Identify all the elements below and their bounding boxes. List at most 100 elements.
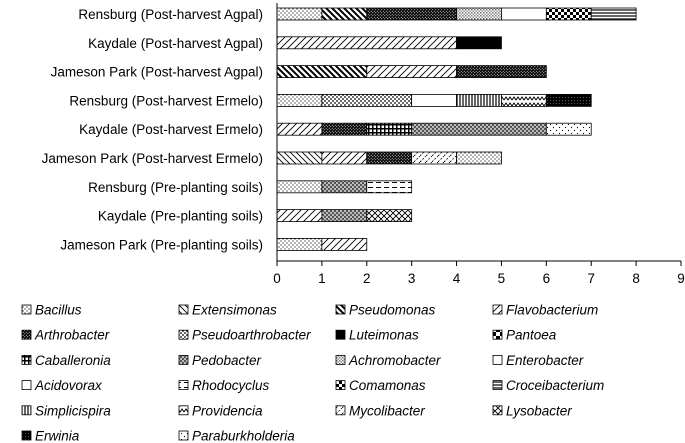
legend-label-providencia: Providencia [192,403,263,418]
bar-segment-flavobacterium [321,237,368,251]
category-label: Jameson Park (Post-harvest Ermelo) [42,151,263,166]
x-tick-label: 4 [453,271,461,286]
x-axis: 0 1 2 3 4 5 6 7 8 9 [273,3,685,286]
legend-label-extensimonas: Extensimonas [192,303,277,318]
legend-swatch-acidovorax [21,380,32,391]
legend-label-flavobacterium: Flavobacterium [506,303,598,318]
bar-segment-paraburkholderia [545,122,592,136]
legend-swatch-mycolibacter [335,405,346,416]
legend-label-enterobacter: Enterobacter [506,353,584,368]
bar-segment-pedobacter [411,122,547,136]
legend: Bacillus Extensimonas Pseudomonas Flavobact… [21,303,604,443]
legend-swatch-arthrobacter [21,329,32,340]
legend-swatch-croceibacterium [492,380,503,391]
bar-segment-bacillus [276,7,323,21]
legend-swatch-flavobacterium [492,304,503,315]
legend-label-pedobacter: Pedobacter [192,353,262,368]
bar-segment-flavobacterium [276,209,323,223]
legend-swatch-pseudomonas [335,304,346,315]
x-tick-label: 5 [498,271,506,286]
legend-swatch-comamonas [335,380,346,391]
bar-segment-achromobacter [456,7,502,21]
legend-swatch-paraburkholderia [178,430,189,441]
bars-layer [276,7,637,251]
legend-label-bacillus: Bacillus [35,303,82,318]
bar-segment-providencia [501,94,547,107]
bar-segment-flavobacterium [276,122,323,136]
bar-segment-arthrobacter [456,65,547,78]
bar-segment-comamonas [545,7,592,21]
bar-segment-pedobacter [321,209,368,223]
legend-label-comamonas: Comamonas [349,378,426,393]
legend-label-rhodocyclus: Rhodocyclus [192,378,270,393]
x-tick-label: 8 [632,271,640,286]
bar-segment-arthrobacter [321,122,368,136]
legend-label-lysobacter: Lysobacter [506,403,572,418]
legend-label-pseudomonas: Pseudomonas [349,303,436,318]
legend-label-luteimonas: Luteimonas [349,328,419,343]
category-labels: Rensburg (Post-harvest Agpal) Kaydale (Po… [42,7,263,252]
x-tick-label: 6 [543,271,551,286]
legend-label-erwinia: Erwinia [35,429,80,443]
legend-label-pseudoarthrobacter: Pseudoarthrobacter [192,328,311,343]
bar-segment-bacillus [276,237,323,251]
bar-segment-mycolibacter [411,151,457,165]
bar-segment-pedobacter [321,180,368,194]
x-tick-label: 9 [677,271,685,286]
x-tick-label: 3 [408,271,416,286]
legend-label-arthrobacter: Arthrobacter [34,328,110,343]
category-label: Rensburg (Pre-planting soils) [88,180,263,195]
x-tick-label: 1 [318,271,326,286]
bar-segment-luteimonas [456,36,502,50]
category-label: Jameson Park (Pre-planting soils) [60,237,263,252]
legend-swatch-providencia [178,405,189,416]
legend-label-croceibacterium: Croceibacterium [506,378,604,393]
bar-segment-simplicispira [456,94,502,107]
bar-segment-pseudoarthrobacter [321,94,413,107]
bar-segment-arthrobacter [366,151,413,165]
legend-swatch-luteimonas [335,329,346,340]
legend-label-simplicispira: Simplicispira [35,403,111,418]
category-label: Kaydale (Post-harvest Ermelo) [79,122,263,137]
bar-segment-caballeronia [366,122,413,136]
x-tick-label: 7 [587,271,595,286]
x-tick-label: 2 [363,271,371,286]
legend-label-mycolibacter: Mycolibacter [349,403,425,418]
category-label: Rensburg (Post-harvest Ermelo) [69,93,263,108]
legend-swatch-rhodocyclus [178,380,189,391]
legend-swatch-bacillus [21,304,32,315]
bar-segment-bacillus [276,180,323,194]
bar-segment-pseudomonas [321,7,368,21]
legend-swatch-erwinia [21,430,32,441]
legend-label-caballeronia: Caballeronia [35,353,111,368]
bar-segment-bacillus [276,94,323,107]
bar-segment-bacillus [456,151,502,165]
legend-swatch-pedobacter [178,354,189,365]
legend-swatch-pantoea [492,329,503,340]
legend-swatch-pseudoarthrobacter [178,329,189,340]
legend-swatch-simplicispira [21,405,32,416]
bar-segment-flavobacterium [276,36,457,50]
category-label: Rensburg (Post-harvest Agpal) [78,7,263,22]
legend-swatch-enterobacter [492,354,503,365]
bar-segment-rhodocyclus [366,180,413,194]
legend-swatch-lysobacter [492,405,503,416]
legend-label-paraburkholderia: Paraburkholderia [192,429,295,443]
bar-segment-pseudomonas [276,65,368,78]
category-label: Kaydale (Pre-planting soils) [98,209,263,224]
bar-segment-acidovorax [411,94,457,107]
bar-segment-croceibacterium [590,7,637,21]
legend-label-achromobacter: Achromobacter [348,353,441,368]
bar-segment-extensimonas [276,151,323,165]
category-label: Kaydale (Post-harvest Agpal) [88,36,263,51]
bar-segment-erwinia [545,94,592,107]
legend-label-pantoea: Pantoea [506,328,557,343]
legend-swatch-achromobacter [335,354,346,365]
category-label: Jameson Park (Post-harvest Agpal) [51,65,263,80]
legend-swatch-extensimonas [178,304,189,315]
bar-segment-flavobacterium [321,151,368,165]
bar-segment-lysobacter [366,209,413,223]
bar-segment-arthrobacter [366,7,457,21]
legend-label-acidovorax: Acidovorax [34,378,103,393]
